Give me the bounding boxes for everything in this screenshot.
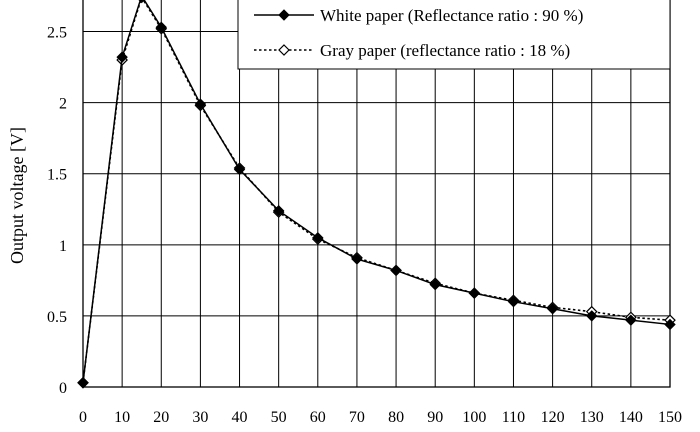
plot-frame bbox=[82, 0, 671, 388]
x-tick-label: 110 bbox=[502, 409, 525, 426]
legend-label: Gray paper (reflectance ratio : 18 %) bbox=[320, 41, 570, 60]
x-tick-label: 120 bbox=[541, 409, 565, 426]
legend-label: White paper (Reflectance ratio : 90 %) bbox=[320, 6, 583, 25]
legend-entry: White paper (Reflectance ratio : 90 %) bbox=[254, 6, 583, 25]
legend-entries: White paper (Reflectance ratio : 90 %) Gr… bbox=[254, 6, 583, 60]
x-tick-label: 150 bbox=[658, 409, 682, 426]
x-tick-label: 0 bbox=[79, 409, 87, 426]
data-point-marker bbox=[507, 295, 520, 308]
data-point-marker bbox=[429, 278, 441, 291]
data-point-marker bbox=[390, 264, 402, 277]
x-tick-label: 40 bbox=[232, 409, 248, 426]
y-tick-label: 2 bbox=[59, 96, 67, 113]
data-point-marker bbox=[664, 318, 676, 331]
y-tick-label: 0 bbox=[59, 380, 67, 397]
data-point-marker bbox=[586, 310, 598, 322]
x-tick-label: 130 bbox=[580, 409, 604, 426]
x-tick-label: 140 bbox=[619, 409, 643, 426]
data-point-marker bbox=[546, 303, 559, 315]
y-tick-label: 1.5 bbox=[47, 167, 67, 184]
x-tick-label: 10 bbox=[114, 409, 130, 426]
data-point-marker bbox=[312, 232, 324, 244]
x-tick-label: 20 bbox=[153, 409, 169, 426]
data-point-marker bbox=[625, 314, 637, 326]
legend-box bbox=[237, 0, 671, 70]
data-point-marker bbox=[233, 163, 246, 176]
x-tick-label: 50 bbox=[271, 409, 287, 426]
x-tick-label: 30 bbox=[192, 409, 208, 426]
data-point-marker bbox=[278, 44, 290, 56]
y-tick-label: 1 bbox=[59, 238, 67, 255]
x-tick-labels: 0 10 20 30 40 50 60 70 80 90 100 110 120 130 140 150 bbox=[79, 409, 682, 426]
x-tick-label: 60 bbox=[310, 409, 326, 426]
data-point-marker bbox=[468, 287, 481, 299]
x-tick-label: 70 bbox=[349, 409, 365, 426]
legend: White paper (Reflectance ratio : 90 %) Gr… bbox=[237, 0, 671, 70]
data-point-marker bbox=[116, 51, 128, 63]
x-tick-label: 80 bbox=[388, 409, 404, 426]
data-point-marker bbox=[194, 98, 207, 110]
data-point-marker bbox=[77, 377, 89, 389]
x-tick-label: 100 bbox=[462, 409, 486, 426]
data-point-marker bbox=[351, 253, 363, 265]
data-point-marker bbox=[278, 9, 290, 21]
data-point-marker bbox=[155, 21, 167, 33]
y-tick-label: 2.5 bbox=[47, 25, 67, 42]
x-tick-label: 90 bbox=[427, 409, 443, 426]
legend-entry: Gray paper (reflectance ratio : 18 %) bbox=[254, 41, 570, 60]
data-point-marker bbox=[272, 204, 285, 217]
y-tick-label: 0.5 bbox=[47, 309, 67, 326]
data-point-marker bbox=[139, 0, 144, 2]
y-axis-title: Output voltage [V] bbox=[7, 127, 27, 264]
series-layer bbox=[77, 0, 676, 389]
series-white-paper bbox=[77, 0, 676, 389]
y-tick-labels: 0 0.5 1 1.5 2 2.5 bbox=[47, 25, 67, 397]
